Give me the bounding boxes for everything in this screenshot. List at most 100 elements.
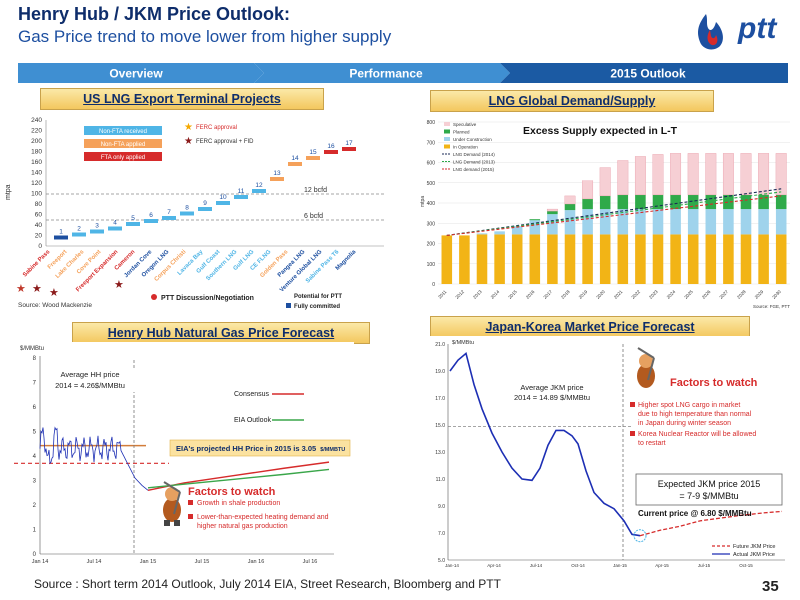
lng-bar-segment bbox=[564, 195, 576, 205]
us-lng-step-label: 4 bbox=[113, 220, 117, 227]
us-lng-step-label: 1 bbox=[59, 229, 63, 236]
ptt-flame-logo-icon bbox=[698, 14, 723, 50]
lng-xtick: 2024 bbox=[666, 289, 677, 300]
us-lng-step-bar bbox=[72, 232, 86, 237]
svg-text:Non-FTA applied: Non-FTA applied bbox=[101, 142, 146, 148]
us-lng-step-label: 3 bbox=[95, 223, 99, 230]
lng-global-chart: Excess Supply expected in L-T mtpa 0 100 2… bbox=[418, 112, 796, 314]
jkm-average-note-line1: Average JKM price bbox=[520, 383, 583, 392]
lng-bar-segment bbox=[775, 194, 787, 210]
hh-ytick: 5 bbox=[33, 430, 37, 436]
lng-bar-segment bbox=[670, 209, 681, 235]
hh-xtick: Jul 15 bbox=[195, 559, 210, 565]
hh-actual-line bbox=[39, 426, 149, 491]
jkm-future-line bbox=[639, 510, 783, 537]
lng-bar-segment bbox=[494, 234, 505, 284]
us-lng-step-bar bbox=[54, 235, 68, 240]
lng-xtick: 2020 bbox=[595, 289, 606, 300]
lng-demand-line bbox=[446, 191, 782, 236]
us-lng-ytick: 160 bbox=[31, 159, 42, 166]
lng-bar-segment bbox=[705, 209, 717, 235]
us-lng-section-title: US LNG Export Terminal Projects bbox=[40, 88, 324, 110]
legend-non-fta-applied bbox=[84, 139, 162, 148]
us-lng-step-label: 10 bbox=[219, 194, 227, 201]
us-lng-ytick: 0 bbox=[38, 243, 42, 250]
nav-segment-performance[interactable] bbox=[254, 63, 510, 83]
jkm-section-title: Japan-Korea Market Price Forecast bbox=[430, 316, 750, 338]
jkm-ytick: 19.0 bbox=[435, 369, 445, 375]
lng-bar-segment bbox=[617, 160, 629, 196]
lng-bar-segment bbox=[758, 234, 769, 284]
jkm-expected-note-line2: = 7-9 $/MMBtu bbox=[679, 491, 738, 501]
us-lng-source: Source: Wood Mackenzie bbox=[18, 302, 92, 309]
jkm-current-note: Current price @ 6.80 $/MMBtu bbox=[638, 509, 752, 518]
ptt-marker-star-icon: ★ bbox=[16, 283, 26, 295]
legend-fta-only-applied bbox=[84, 152, 162, 161]
svg-text:★: ★ bbox=[114, 279, 124, 291]
lng-bar-segment bbox=[599, 234, 611, 284]
lng-bar-segment bbox=[687, 234, 699, 284]
jkm-factor-1: in Japan during winter season bbox=[638, 420, 731, 427]
us-lng-ytick: 80 bbox=[35, 201, 43, 208]
lng-bar-segment bbox=[635, 234, 646, 284]
hh-factor-1: Growth in shale production bbox=[197, 500, 280, 507]
jkm-average-note-line2: 2014 = 14.89 $/MMBtu bbox=[514, 393, 590, 402]
lng-ytick: 100 bbox=[427, 262, 436, 268]
us-lng-chart: mtpa 0 20 40 60 80 100 120 140 160 180 200 220 240 1… bbox=[4, 110, 389, 322]
svg-text:★: ★ bbox=[32, 283, 42, 295]
lng-bar-segment bbox=[775, 153, 787, 196]
lng-bar-segment bbox=[617, 194, 629, 210]
us-lng-step-bar bbox=[252, 189, 266, 193]
us-lng-ytick: 120 bbox=[31, 180, 42, 187]
us-lng-step-label: 14 bbox=[291, 155, 299, 162]
lng-bar-segment bbox=[511, 234, 523, 284]
lng-ytick: 800 bbox=[427, 120, 436, 126]
lng-bar-segment bbox=[564, 234, 576, 284]
lng-bar-segment bbox=[635, 209, 646, 235]
jkm-actual-line bbox=[449, 352, 641, 537]
us-lng-ytick: 100 bbox=[31, 191, 42, 198]
lng-bar-segment bbox=[723, 209, 734, 235]
lng-global-section-title: LNG Global Demand/Supply bbox=[430, 90, 714, 112]
us-lng-ytick: 180 bbox=[31, 149, 42, 156]
lng-bar-segment bbox=[564, 210, 576, 235]
us-lng-step-label: 8 bbox=[185, 205, 189, 212]
lng-xtick: 2025 bbox=[683, 289, 694, 300]
lng-bar-segment bbox=[652, 154, 664, 196]
us-lng-step-bar bbox=[108, 226, 122, 231]
lng-xtick: 2019 bbox=[578, 289, 589, 300]
jkm-xtick: Apr-14 bbox=[487, 563, 501, 568]
hh-ytick: 4 bbox=[33, 454, 37, 460]
lng-xtick: 2027 bbox=[718, 289, 729, 300]
nav-label-2015-outlook[interactable]: 2015 Outlook bbox=[610, 67, 686, 81]
hh-average-note-line2: 2014 = 4.26$/MMBtu bbox=[55, 381, 125, 390]
lng-bar-segment bbox=[529, 234, 541, 284]
lng-bar-segment bbox=[617, 234, 629, 284]
lng-xtick: 2015 bbox=[507, 289, 518, 300]
hh-ytick: 7 bbox=[33, 381, 37, 387]
jkm-ytick: 11.0 bbox=[436, 477, 446, 483]
eia-projection-note: EIA's projected HH Price in 2015 is 3.05… bbox=[176, 444, 345, 453]
us-lng-step-bar bbox=[270, 177, 284, 181]
hh-eia-line bbox=[147, 468, 330, 489]
jkm-ytick: 7.0 bbox=[438, 531, 445, 537]
lng-bar-segment bbox=[617, 209, 629, 235]
nav-segment-2015-outlook[interactable] bbox=[500, 63, 788, 83]
nav-label-performance[interactable]: Performance bbox=[349, 67, 423, 81]
us-lng-project-label: Sabine Pass bbox=[22, 249, 52, 279]
us-lng-ytick: 220 bbox=[31, 128, 42, 135]
nav-label-overview[interactable]: Overview bbox=[109, 67, 163, 81]
lng-bar-segment bbox=[722, 153, 734, 196]
lng-bar-segment bbox=[705, 194, 717, 210]
lng-bar-segment bbox=[758, 209, 769, 235]
nav-segment-overview[interactable] bbox=[18, 63, 264, 83]
lng-bar-segment bbox=[775, 209, 787, 235]
hh-ytick: 1 bbox=[33, 528, 37, 534]
watcher-mascot-icon bbox=[163, 481, 181, 526]
jkm-current-marker bbox=[633, 529, 647, 543]
lng-legend-label: LNG Demand (2014) bbox=[453, 152, 495, 157]
jkm-unit: $/MMBtu bbox=[452, 340, 474, 346]
jkm-ytick: 15.0 bbox=[435, 423, 445, 429]
us-lng-step-bar bbox=[90, 229, 104, 234]
lng-bar-segment bbox=[582, 209, 593, 235]
